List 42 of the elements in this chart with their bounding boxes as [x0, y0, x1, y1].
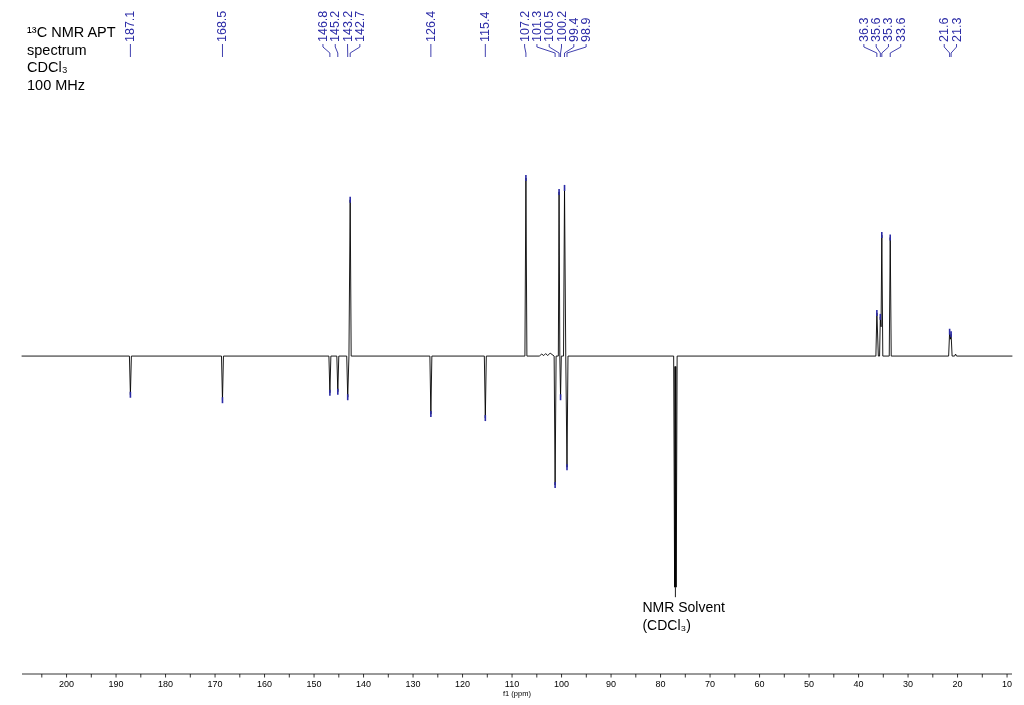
x-tick-label: 40 — [853, 679, 864, 689]
x-tick-label: 140 — [356, 679, 372, 689]
annotation: 126.4 — [423, 10, 438, 42]
annotation: 21.3 — [949, 17, 964, 42]
annotation: 100.5 — [542, 10, 557, 42]
x-tick-label: 150 — [306, 679, 322, 689]
annotation: 143.2 — [340, 10, 355, 42]
annotation: 145.2 — [328, 10, 343, 42]
x-tick-label: 120 — [455, 679, 471, 689]
x-tick-label: 160 — [257, 679, 273, 689]
chart-title: ¹³C NMR APT spectrum CDCl₃ 100 MHz — [27, 24, 116, 93]
annotation: 33.6 — [893, 17, 908, 42]
x-tick-label: 50 — [804, 679, 815, 689]
annotation: 99.4 — [566, 17, 581, 42]
annotation: 107.2 — [517, 10, 532, 42]
annotation: 98.9 — [579, 17, 594, 42]
annotation: 35.3 — [881, 17, 896, 42]
x-tick-label: 60 — [754, 679, 765, 689]
x-tick-label: 170 — [207, 679, 223, 689]
x-tick-label: 70 — [705, 679, 716, 689]
annotation: 36.3 — [856, 17, 871, 42]
x-tick-label: 130 — [405, 679, 421, 689]
x-tick-label: 190 — [108, 679, 124, 689]
annotation: 21.6 — [937, 17, 952, 42]
annotation: 187.1 — [123, 10, 138, 42]
annotation: 100.2 — [554, 10, 569, 42]
x-tick-label: 80 — [655, 679, 666, 689]
x-tick-label: 110 — [504, 679, 520, 689]
x-tick-label: 90 — [606, 679, 617, 689]
x-tick-label: 30 — [903, 679, 914, 689]
x-tick-label: 20 — [952, 679, 963, 689]
annotation: 115.4 — [478, 11, 493, 42]
annotation: 168.5 — [215, 10, 230, 42]
x-tick-label: 200 — [59, 679, 75, 689]
x-tick-label: 180 — [158, 679, 174, 689]
annotation: NMR Solvent (CDCl₃) — [642, 599, 725, 634]
annotation: 101.3 — [529, 10, 544, 42]
annotation: 146.8 — [315, 10, 330, 42]
annotation: 35.6 — [869, 17, 884, 42]
x-tick-label: 10 — [1002, 679, 1013, 689]
annotation: 142.7 — [352, 10, 367, 42]
x-tick-label: 100 — [554, 679, 570, 689]
